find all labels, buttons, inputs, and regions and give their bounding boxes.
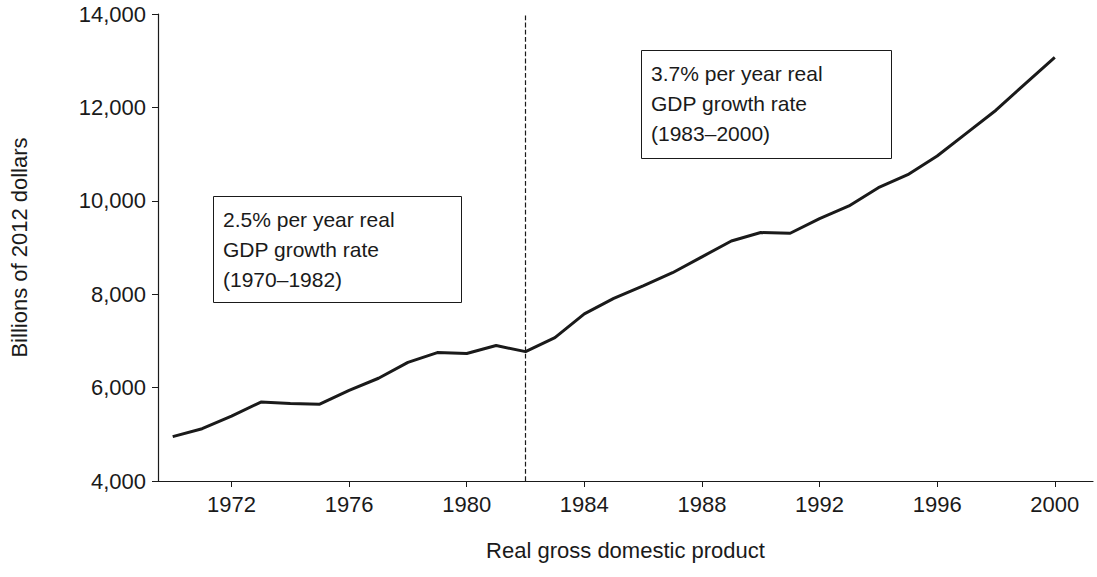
svg-text:GDP growth rate: GDP growth rate	[223, 238, 379, 261]
svg-text:GDP growth rate: GDP growth rate	[651, 92, 807, 115]
svg-text:12,000: 12,000	[79, 95, 146, 120]
svg-text:6,000: 6,000	[91, 375, 146, 400]
svg-text:10,000: 10,000	[79, 188, 146, 213]
svg-text:8,000: 8,000	[91, 282, 146, 307]
svg-text:1972: 1972	[207, 492, 256, 517]
svg-text:1992: 1992	[795, 492, 844, 517]
svg-text:1996: 1996	[913, 492, 962, 517]
svg-text:(1970–1982): (1970–1982)	[223, 268, 342, 291]
svg-text:Real gross domestic product: Real gross domestic product	[486, 538, 765, 563]
svg-text:(1983–2000): (1983–2000)	[651, 122, 770, 145]
svg-text:1984: 1984	[560, 492, 609, 517]
svg-text:3.7% per year real: 3.7% per year real	[651, 62, 823, 85]
svg-text:2.5% per year real: 2.5% per year real	[223, 208, 395, 231]
svg-text:1976: 1976	[325, 492, 374, 517]
svg-text:1988: 1988	[677, 492, 726, 517]
svg-text:4,000: 4,000	[91, 469, 146, 494]
svg-text:2000: 2000	[1030, 492, 1079, 517]
svg-text:14,000: 14,000	[79, 2, 146, 27]
svg-text:1980: 1980	[442, 492, 491, 517]
svg-text:Billions of 2012 dollars: Billions of 2012 dollars	[7, 137, 32, 357]
